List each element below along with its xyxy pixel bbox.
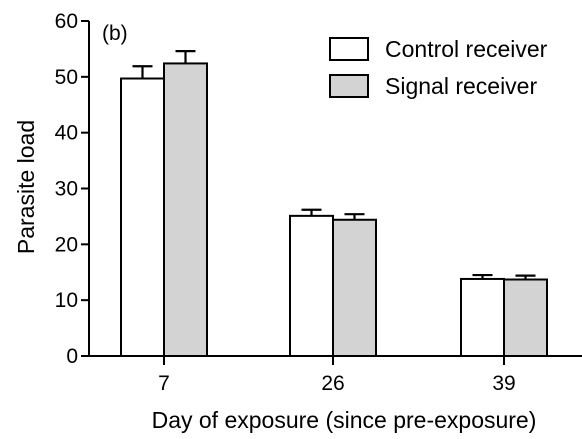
y-tick-label-30: 30	[55, 178, 78, 201]
legend: Control receiver Signal receiver	[329, 36, 548, 99]
bar-control-7	[120, 77, 165, 357]
x-tick-label-39: 39	[492, 372, 515, 395]
y-tick-label-40: 40	[55, 122, 78, 145]
x-axis-title: Day of exposure (since pre-exposure)	[152, 407, 537, 433]
y-tick-label-50: 50	[55, 66, 78, 89]
y-tick-label-60: 60	[55, 10, 78, 33]
bar-control-39	[460, 277, 505, 358]
legend-swatch-control	[329, 37, 369, 61]
legend-swatch-signal	[329, 74, 369, 98]
x-tick-label-7: 7	[158, 372, 170, 395]
y-tick-label-10: 10	[55, 289, 78, 312]
panel-label: (b)	[102, 22, 128, 45]
tick-labels-layer: 0 10 20 30 40 50 60 7 26 39	[55, 10, 516, 395]
bar-signal-39	[503, 278, 548, 357]
y-axis-title: Parasite load	[13, 120, 39, 254]
legend-label-control: Control receiver	[385, 36, 548, 62]
x-tick-label-26: 26	[321, 372, 344, 395]
bar-signal-26	[332, 218, 377, 357]
axes-layer	[81, 20, 582, 365]
bar-control-26	[289, 214, 334, 357]
y-tick-label-20: 20	[55, 233, 78, 256]
y-tick-label-0: 0	[66, 345, 78, 368]
legend-label-signal: Signal receiver	[385, 73, 537, 99]
bar-signal-7	[163, 62, 208, 358]
